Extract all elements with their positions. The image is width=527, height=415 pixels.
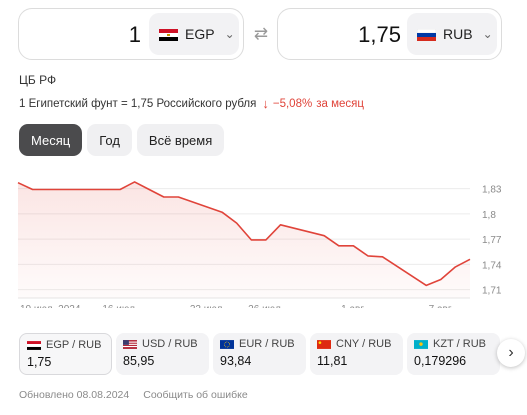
from-currency-code: EGP (185, 26, 215, 42)
card-pair: EGP / RUB (46, 339, 102, 351)
card-value: 85,95 (123, 354, 155, 368)
to-amount-input[interactable]: 1,75 (358, 22, 401, 47)
y-tick-label: 1,74 (482, 260, 502, 271)
y-tick-label: 1,8 (482, 210, 496, 221)
x-tick-label: 26 июл. (248, 304, 283, 308)
x-tick-label: 22 июл. (190, 304, 225, 308)
series-line (17, 181, 471, 287)
card-value: 93,84 (220, 354, 252, 368)
period-tabs: Месяц Год Всё время (19, 124, 225, 156)
card-pair: CNY / RUB (336, 338, 392, 350)
tab-year[interactable]: Год (87, 124, 132, 156)
from-currency-select[interactable]: EGP ⌄ (149, 13, 239, 55)
rate-chart: 1,83 1,8 1,77 1,74 1,71 10 июл. 2024 16 июл. 22… (17, 181, 502, 308)
rate-source: ЦБ РФ (19, 73, 57, 87)
chevron-down-icon: ⌄ (224, 27, 235, 41)
card-value: 11,81 (317, 354, 348, 368)
x-tick-label: 7 авг. (429, 304, 453, 308)
y-tick-label: 1,77 (482, 235, 502, 246)
footer: Обновлено 08.08.2024 Сообщить об ошибке (19, 389, 248, 401)
card-eur-rub[interactable]: EUR / RUB 93,84 (213, 333, 306, 375)
card-pair: USD / RUB (142, 338, 198, 350)
arrow-down-icon: ↓ (262, 96, 269, 111)
y-tick-label: 1,83 (482, 185, 502, 196)
usa-flag-icon (123, 339, 137, 349)
card-usd-rub[interactable]: USD / RUB 85,95 (116, 333, 209, 375)
to-amount-box[interactable]: 1,75 RUB ⌄ (277, 8, 502, 60)
rate-change-period: за месяц (316, 97, 364, 110)
chevron-right-icon[interactable]: › (497, 339, 525, 367)
y-tick-label: 1,71 (482, 286, 502, 297)
tab-month[interactable]: Месяц (19, 124, 83, 156)
x-tick-label: 10 июл. 2024 (20, 304, 81, 308)
rate-change: ↓ −5,08% за месяц (262, 96, 364, 111)
series-area (18, 181, 470, 298)
to-currency-code: RUB (443, 26, 473, 42)
egypt-flag-icon (159, 28, 178, 41)
rate-change-value: −5,08% (272, 97, 313, 110)
swap-arrows-icon[interactable]: ⇄ (253, 24, 269, 43)
eu-flag-icon (220, 339, 234, 349)
from-amount-box[interactable]: 1 EGP ⌄ (18, 8, 244, 60)
updated-text: Обновлено 08.08.2024 (19, 389, 130, 401)
chevron-down-icon: ⌄ (482, 27, 493, 41)
card-pair: KZT / RUB (433, 338, 486, 350)
card-egp-rub[interactable]: EGP / RUB 1,75 (19, 333, 112, 375)
rate-description: 1 Египетский фунт = 1,75 Российского руб… (19, 96, 364, 111)
to-currency-select[interactable]: RUB ⌄ (407, 13, 497, 55)
rate-text: 1 Египетский фунт = 1,75 Российского руб… (19, 97, 257, 110)
report-error-link[interactable]: Сообщить об ошибке (143, 389, 248, 401)
tab-all-time[interactable]: Всё время (136, 124, 225, 156)
russia-flag-icon (416, 28, 437, 41)
china-flag-icon (317, 339, 331, 349)
egypt-flag-icon (27, 340, 41, 350)
x-tick-label: 1 авг. (341, 304, 365, 308)
kazakhstan-flag-icon (414, 339, 428, 349)
card-kzt-rub[interactable]: KZT / RUB 0,179296 (407, 333, 500, 375)
card-pair: EUR / RUB (239, 338, 295, 350)
card-value: 1,75 (27, 355, 52, 369)
card-cny-rub[interactable]: CNY / RUB 11,81 (310, 333, 403, 375)
from-amount-input[interactable]: 1 (128, 22, 141, 47)
currency-cards: EGP / RUB 1,75 USD / RUB 85,95 EUR / RUB… (19, 333, 500, 375)
x-tick-label: 16 июл. (102, 304, 137, 308)
card-value: 0,179296 (414, 354, 467, 368)
